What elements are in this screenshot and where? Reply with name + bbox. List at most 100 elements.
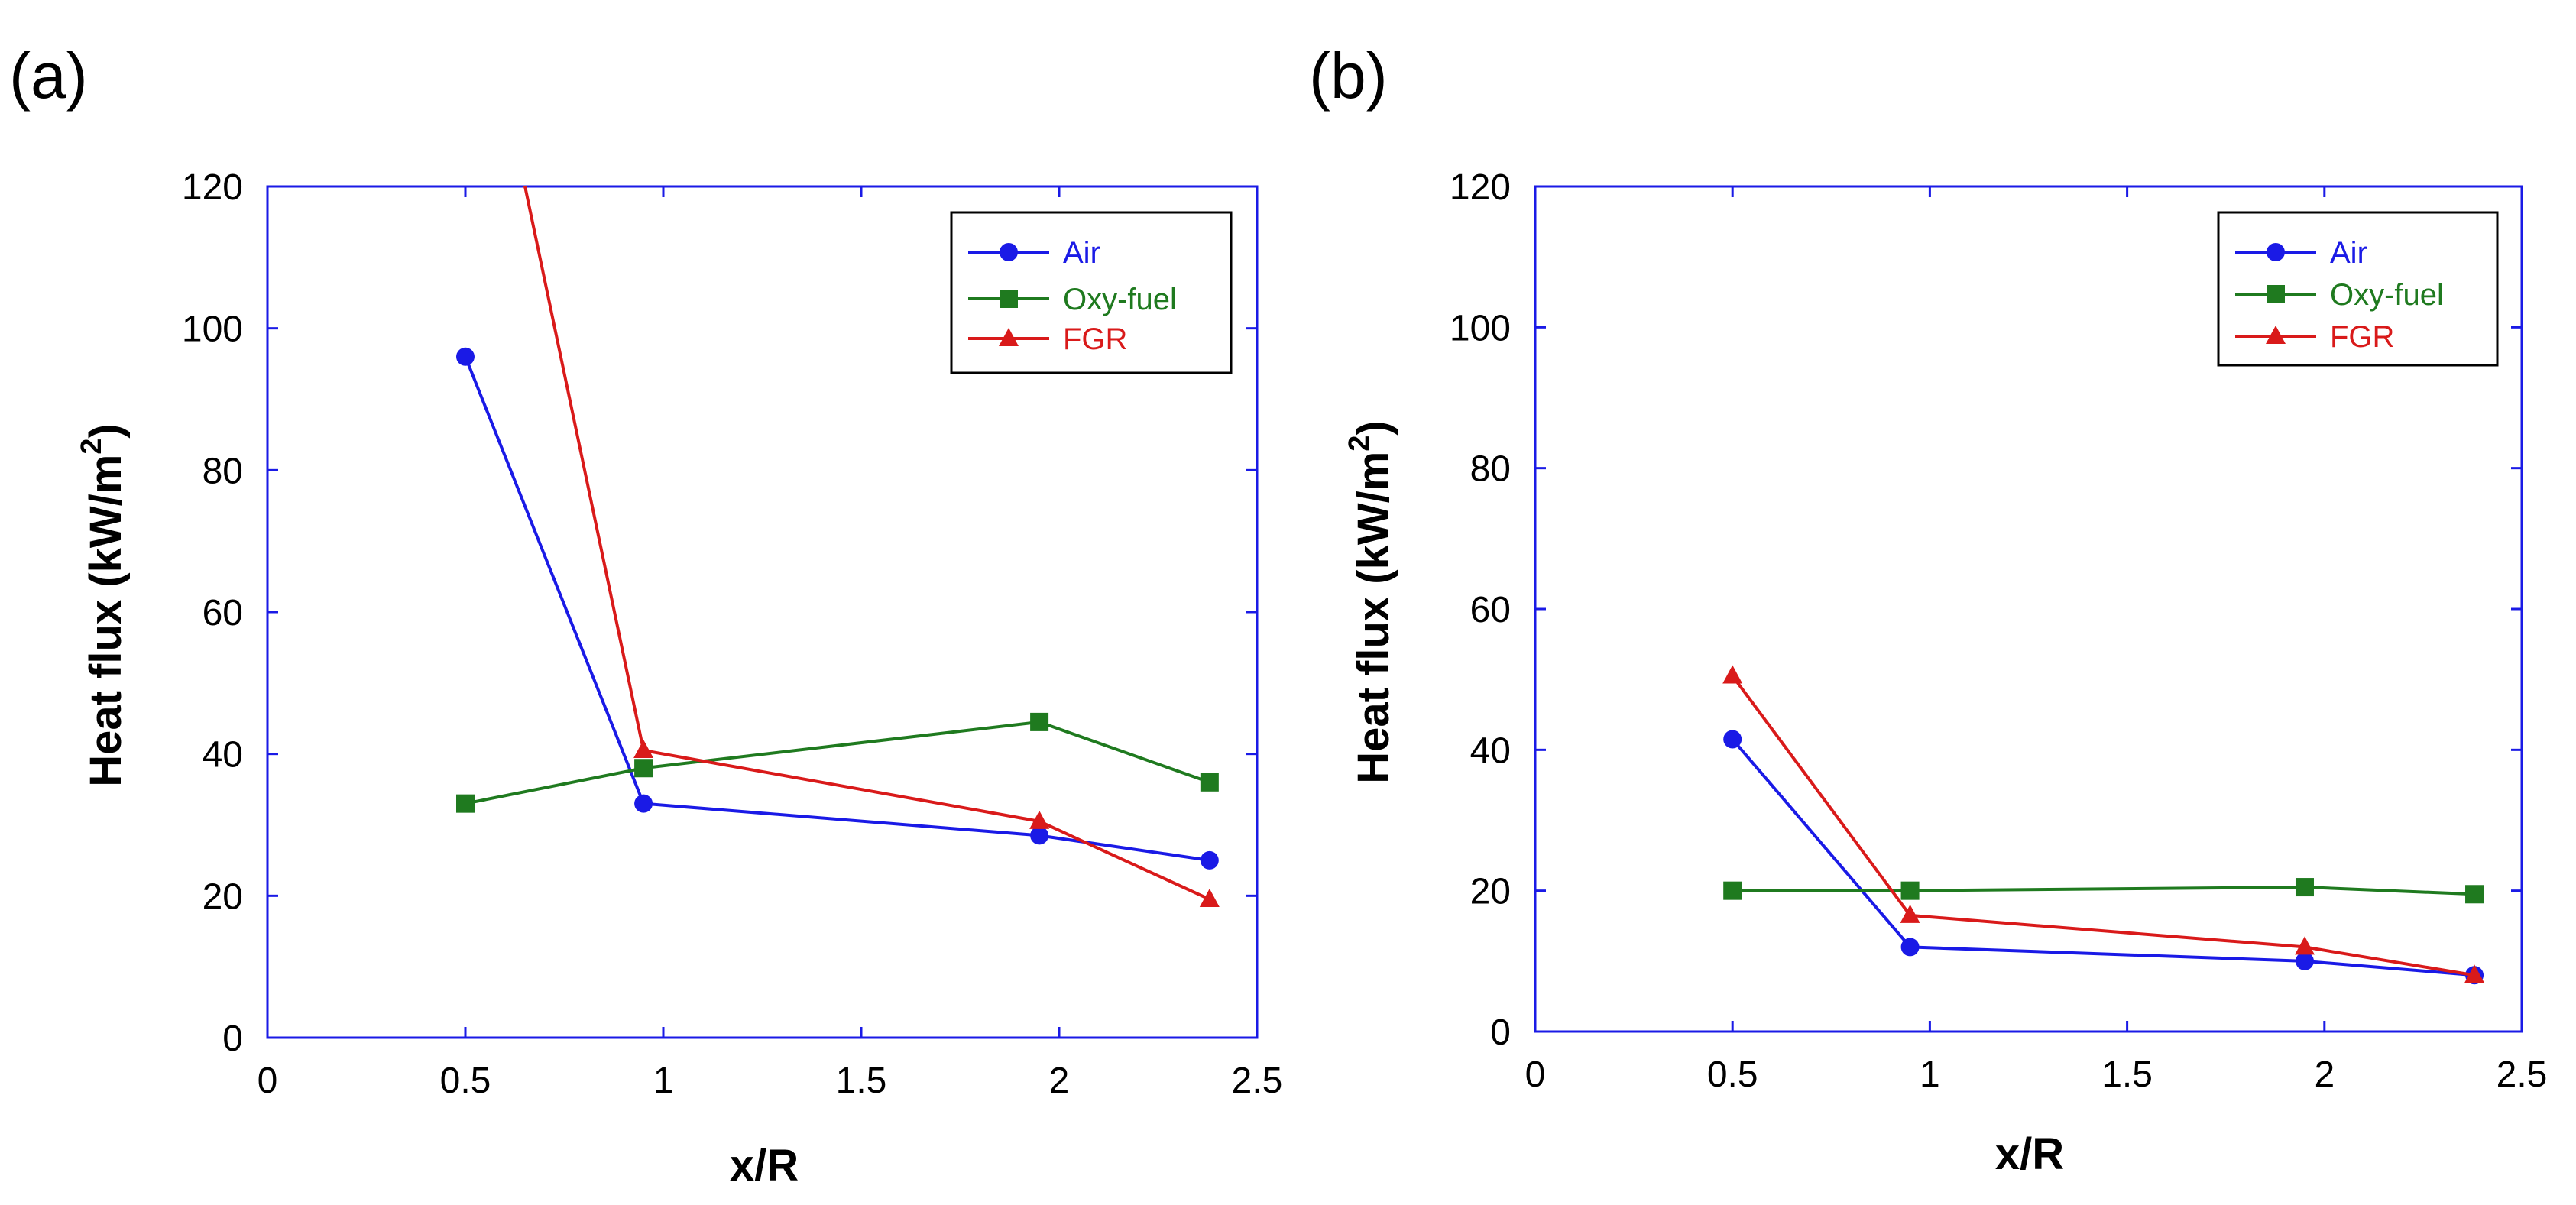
panel-a-xtick-label-1: 0.5 [440,1061,491,1101]
panel-a-fgr-point-2 [1029,810,1050,829]
panel-b-legend: Air Oxy-fuel FGR [2217,211,2499,367]
panel-b-air-point-2 [2295,951,2314,970]
panel-b-ytick-label-1: 20 [1470,872,1511,912]
panel-b-oxy-fuel-line [1732,886,2475,896]
panel-b-legend-air-marker [2267,243,2285,261]
panel-a-fgr-line [523,186,1210,901]
panel-a-oxy-fuel-point-1 [634,759,653,778]
panel-b-series [1722,665,2485,985]
panel-a-air-point-0 [456,347,475,366]
panel-b-series-oxy-fuel [1723,878,2484,904]
panel-b-xtick-label-2: 1 [1920,1054,1940,1095]
panel-b-series-air [1723,730,2484,985]
panel-a-series [456,186,1220,907]
panel-b-y-axis-title-sup: 2 [1343,436,1375,452]
panel-a-ytick-label-5: 100 [182,309,243,350]
panel-b-ytick-labels: 0 20 40 60 80 100 120 [1450,167,1511,1053]
panel-a-air-point-1 [634,794,653,813]
panel-a-xtick-label-3: 1.5 [836,1061,887,1101]
panel-a-series-air [456,347,1219,870]
panel-b-ytick-label-4: 80 [1470,449,1511,490]
panel-b-ytick-label-6: 120 [1450,167,1511,208]
panel-a-legend-items: Air Oxy-fuel FGR [968,236,1177,356]
panel-b-xtick-label-0: 0 [1525,1054,1546,1095]
panel-a-legend-oxy-fuel-label: Oxy-fuel [1063,283,1177,316]
panel-b-fgr-point-1 [1900,904,1920,923]
panel-a-ytick-label-2: 40 [203,735,243,776]
panel-a-legend-fgr-label: FGR [1063,322,1127,356]
panel-b-ytick-label-5: 100 [1450,308,1511,348]
panel-a-fgr-point-3 [1199,888,1220,907]
panel-a-xtick-labels: 0 0.5 1 1.5 2 2.5 [258,1061,1283,1101]
panel-a-oxy-fuel-point-3 [1200,773,1219,792]
panel-a: (a) 0 20 40 60 80 100 120 0 0.5 1 1.5 2 2.5 x/R Hea… [9,40,1283,1190]
panel-b-xtick-label-5: 2.5 [2497,1054,2548,1095]
panel-a-legend-air-marker [1000,243,1018,261]
panel-a-ytick-label-3: 60 [203,593,243,633]
panel-b-xtick-label-1: 0.5 [1707,1054,1758,1095]
panel-a-air-point-2 [1030,826,1049,845]
panel-a-air-line [464,356,1210,862]
panel-a-legend-item-fgr: FGR [968,322,1127,356]
panel-a-series-oxy-fuel [456,712,1219,813]
panel-b-xtick-label-3: 1.5 [2101,1054,2153,1095]
panel-b-legend-item-oxy-fuel: Oxy-fuel [2235,278,2444,312]
panel-b-series-fgr [1722,665,2485,983]
panel-b-legend-oxy-fuel-marker [2267,285,2285,303]
panel-a-y-axis-title-sup: 2 [76,439,108,455]
panel-a-ytick-label-0: 0 [222,1019,243,1059]
panel-a-y-axis-title-end: ) [81,423,131,438]
panel-b-ytick-label-0: 0 [1490,1012,1511,1053]
panel-b-plot-frame [1534,185,2523,1033]
panel-b-legend-air-label: Air [2330,236,2367,270]
panel-b-legend-item-fgr: FGR [2235,320,2394,354]
panel-a-legend-box [950,211,1233,374]
panel-a-ytick-label-6: 120 [182,167,243,208]
panel-b-oxy-fuel-point-0 [1723,881,1742,900]
panel-a-xtick-label-0: 0 [258,1061,278,1101]
panel-b-ytick-label-3: 60 [1470,590,1511,630]
panel-b-fgr-point-3 [2464,964,2485,983]
panel-b-oxy-fuel-point-2 [2295,878,2314,897]
panel-b-fgr-line [1731,675,2475,977]
panel-b-legend-item-air: Air [2235,236,2367,270]
panel-a-oxy-fuel-line [465,720,1210,805]
panel-a-x-axis-title: x/R [730,1141,799,1190]
panel-b-legend-fgr-marker [2266,326,2286,344]
panel-b-air-line [1731,738,2475,977]
panel-a-legend-oxy-fuel-marker [1000,290,1018,308]
panel-a-xtick-label-5: 2.5 [1232,1061,1283,1101]
panel-a-oxy-fuel-point-0 [456,794,475,813]
panel-b-x-axis-title: x/R [1995,1129,2064,1179]
panel-b-fgr-point-0 [1722,665,1743,684]
panel-a-ytick-label-4: 80 [203,451,243,491]
panel-b-label: (b) [1309,40,1388,112]
panel-b-legend-fgr-label: FGR [2330,320,2394,354]
panel-a-plot-frame [266,185,1259,1039]
panel-a-y-axis-title: Heat flux (kW/m2) [76,423,131,787]
panel-a-series-fgr [523,186,1220,907]
panel-a-ytick-labels: 0 20 40 60 80 100 120 [182,167,243,1059]
panel-b-fgr-point-2 [2294,936,2315,955]
panel-a-oxy-fuel-point-2 [1030,712,1049,731]
panel-a-xtick-label-2: 1 [653,1061,674,1101]
panel-b-ytick-label-2: 40 [1470,730,1511,771]
panel-b-air-point-1 [1900,938,1920,957]
panel-a-legend: Air Oxy-fuel FGR [950,211,1233,374]
panel-b-y-axis-title: Heat flux (kW/m2) [1343,420,1398,784]
panel-a-ytick-label-1: 20 [203,876,243,917]
panel-b-y-axis-title-end: ) [1349,420,1398,435]
panel-b-air-point-0 [1723,730,1742,749]
panel-a-xtick-label-4: 2 [1049,1061,1070,1101]
panel-a-air-point-3 [1200,850,1219,870]
panel-b-xtick-label-4: 2 [2314,1054,2335,1095]
panel-a-legend-item-oxy-fuel: Oxy-fuel [968,283,1177,316]
panel-b-legend-box [2217,211,2499,367]
panel-a-legend-item-air: Air [968,236,1100,270]
panel-a-label: (a) [9,40,88,112]
panel-b-oxy-fuel-point-3 [2465,885,2484,904]
panel-b-legend-items: Air Oxy-fuel FGR [2235,236,2444,354]
panel-b-legend-oxy-fuel-label: Oxy-fuel [2330,278,2444,312]
panel-a-y-axis-title-main: Heat flux (kW/m [81,455,131,787]
panel-b-xtick-labels: 0 0.5 1 1.5 2 2.5 [1525,1054,2548,1095]
